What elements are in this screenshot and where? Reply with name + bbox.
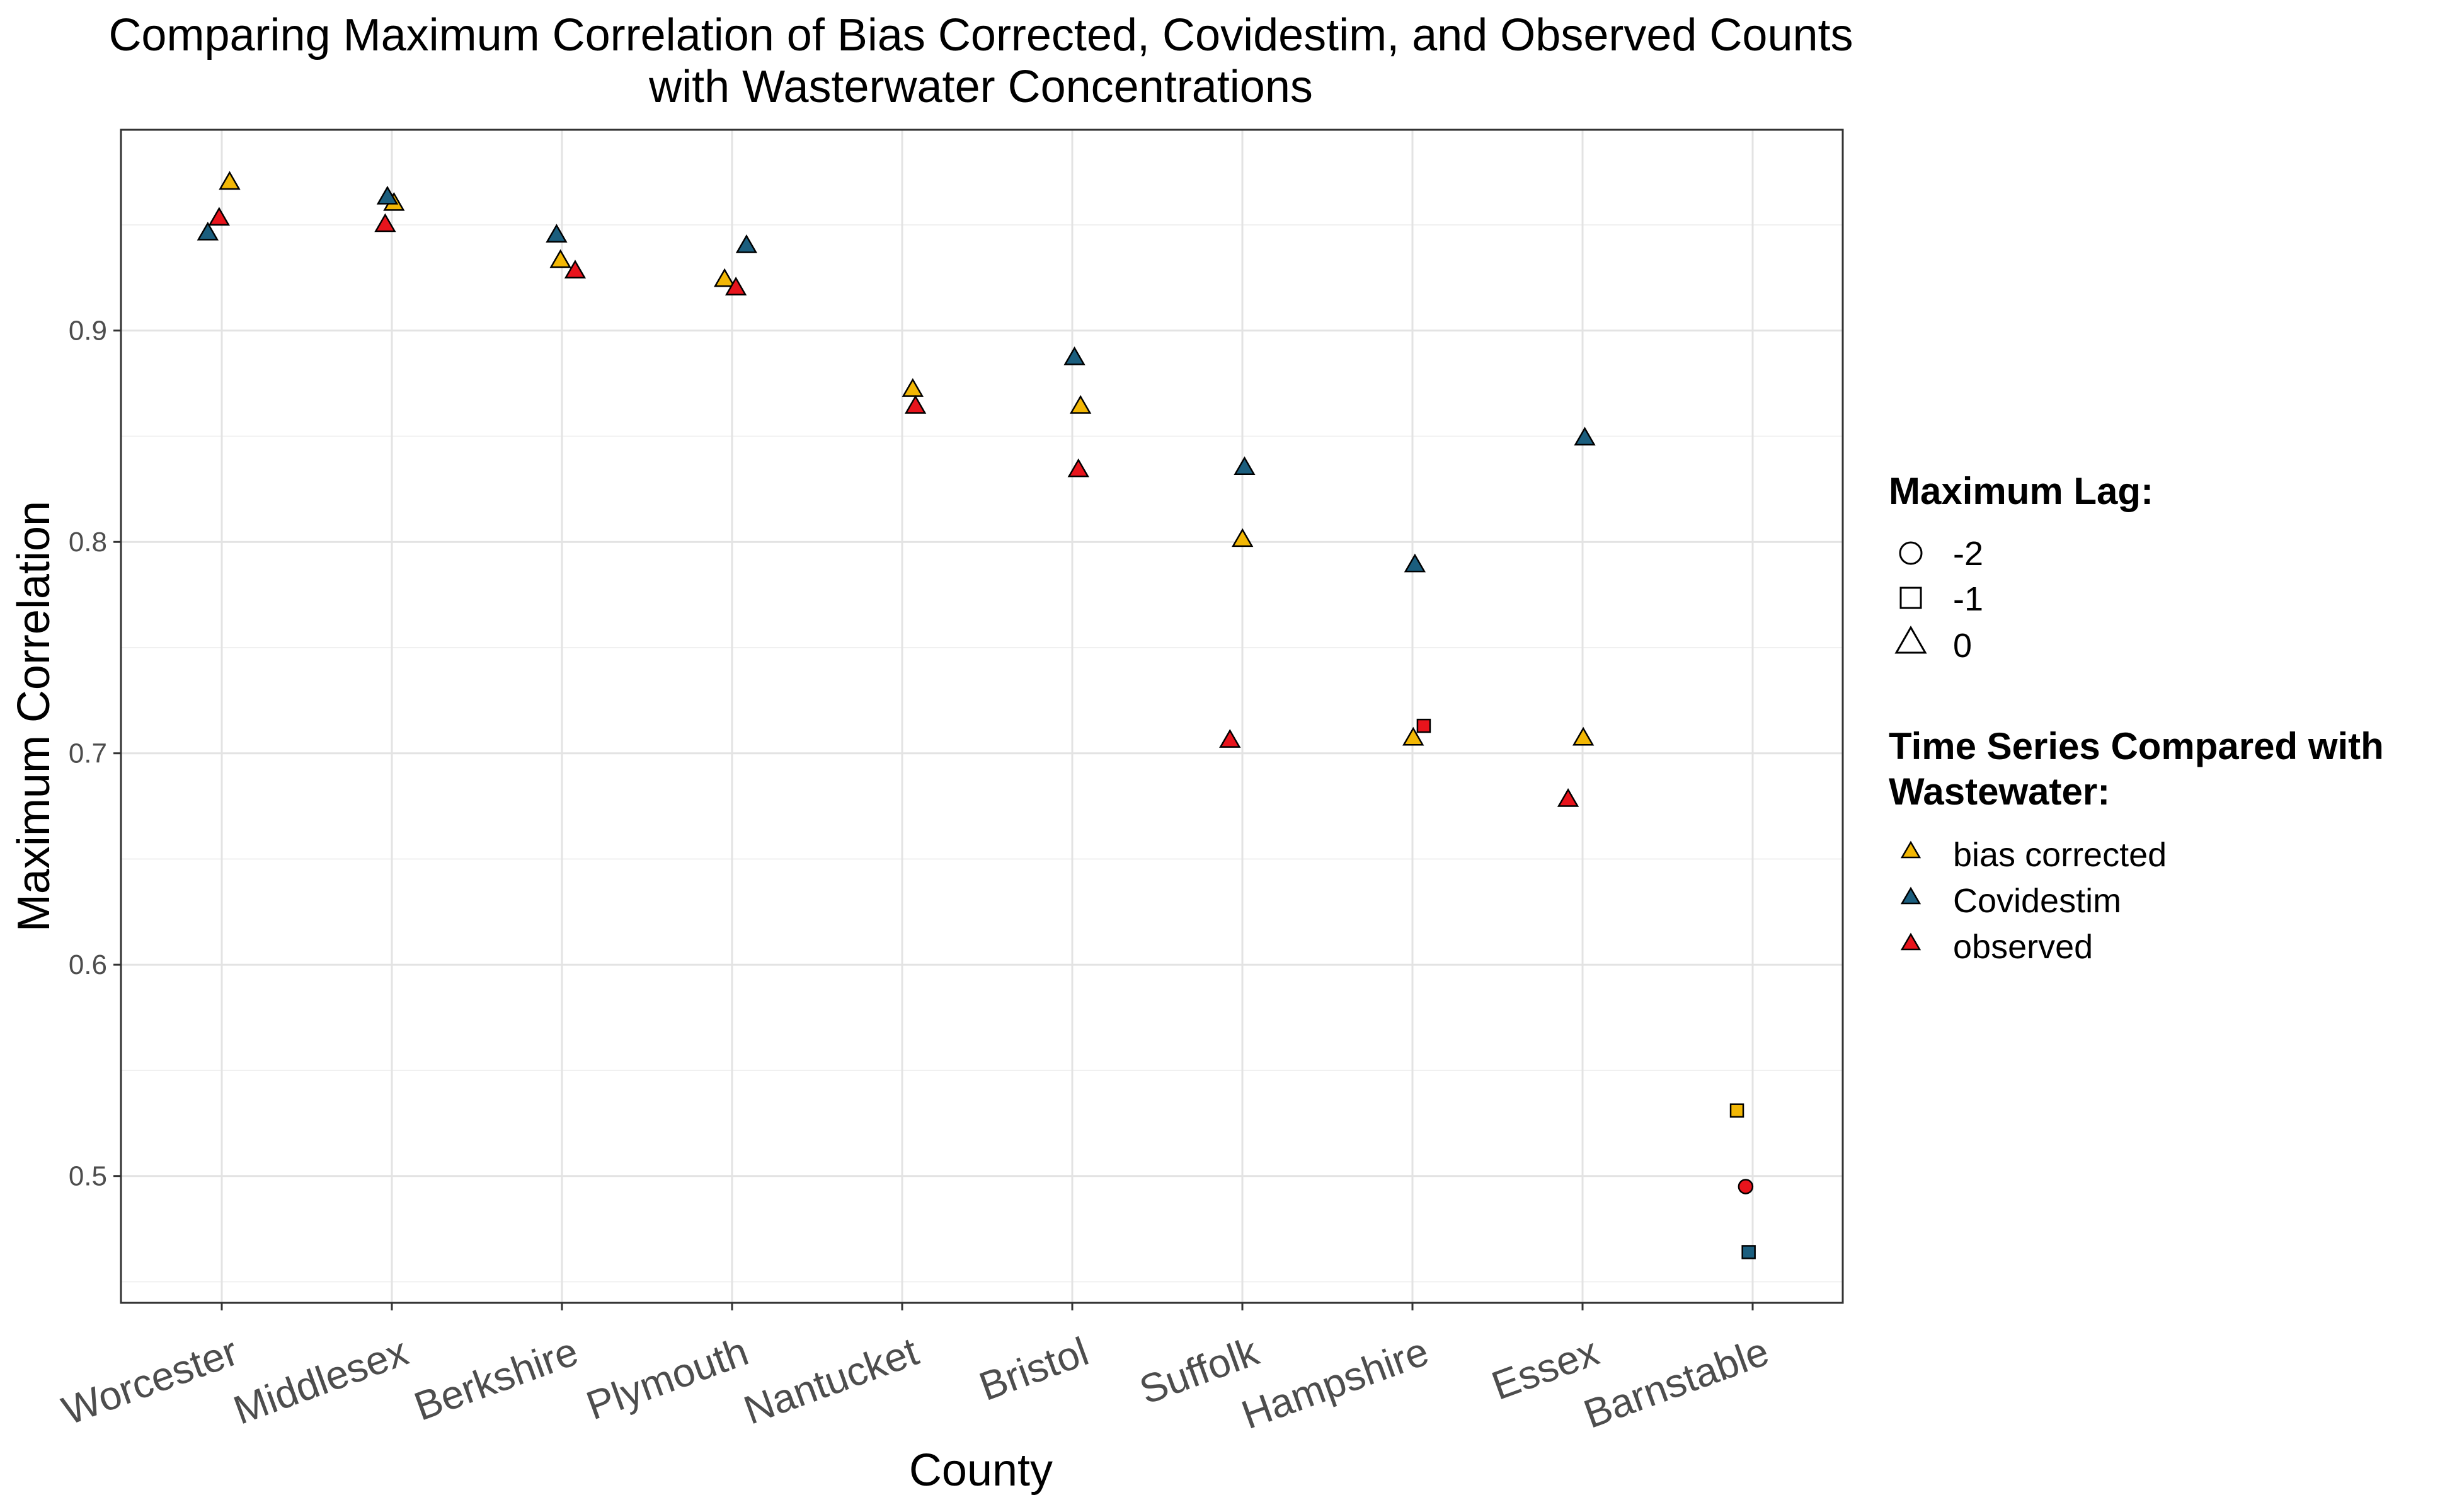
legend-lag-label: -2	[1953, 535, 1983, 573]
data-point	[1219, 729, 1241, 748]
data-point	[219, 171, 241, 190]
legend-lag-title: Maximum Lag:	[1889, 470, 2153, 512]
data-point	[1232, 528, 1254, 547]
legend-series-label: bias corrected	[1953, 836, 2167, 874]
data-point	[724, 277, 747, 295]
x-axis-title: County	[909, 1445, 1053, 1496]
grid-major	[121, 130, 1843, 1303]
data-point	[1729, 1103, 1744, 1118]
data-point	[1069, 394, 1092, 414]
legend-swatch-observed	[1900, 932, 1922, 951]
data-point	[546, 224, 568, 243]
data-point	[564, 260, 587, 279]
chart-title-line2: with Wasterwater Concentrations	[648, 62, 1313, 112]
data-point	[1063, 346, 1085, 365]
data-point	[376, 185, 399, 205]
data-points	[197, 171, 1756, 1259]
data-point	[1738, 1179, 1754, 1194]
data-point	[197, 221, 219, 241]
data-point	[208, 207, 230, 226]
data-point	[1416, 718, 1431, 733]
data-point	[1572, 726, 1595, 746]
data-point	[549, 249, 571, 268]
data-point	[713, 268, 736, 287]
y-tick-label: 0.6	[69, 949, 107, 980]
chart-title-line1: Comparing Maximum Correlation of Bias Co…	[108, 10, 1853, 60]
legend-series: Time Series Compared with Wastewater: bi…	[1889, 725, 2384, 966]
legend-lag-label: -1	[1953, 580, 1983, 618]
data-point	[1574, 427, 1596, 446]
y-tick-label: 0.8	[69, 527, 107, 558]
data-point	[1067, 458, 1089, 478]
legend-swatch-covidestim	[1900, 886, 1922, 905]
y-tick-label: 0.9	[69, 316, 107, 346]
grid-minor	[121, 224, 1843, 1283]
legend-lag: Maximum Lag: -2 -1 0	[1889, 470, 2153, 665]
data-point	[902, 378, 924, 397]
legend-series-title-line1: Time Series Compared with	[1889, 725, 2384, 767]
data-point	[1741, 1245, 1756, 1259]
legend-series-label: observed	[1953, 928, 2093, 966]
plot-panel-border	[120, 129, 1844, 1304]
legend-series-title-line2: Wastewater:	[1889, 770, 2110, 813]
legend-swatch-bias-corrected	[1900, 840, 1922, 859]
legend-lag-label: 0	[1953, 627, 1972, 665]
y-tick-label: 0.7	[69, 738, 107, 769]
y-axis: 0.5 0.6 0.7 0.8 0.9	[69, 316, 121, 1192]
legend-triangle-icon	[1894, 625, 1927, 654]
data-point	[1402, 726, 1424, 746]
data-point	[1234, 456, 1256, 476]
y-axis-title: Maximum Correlation	[9, 501, 59, 932]
y-tick-label: 0.5	[69, 1161, 107, 1192]
legend-square-icon	[1899, 587, 1922, 609]
legend-circle-icon	[1899, 541, 1923, 565]
data-point	[735, 234, 758, 253]
data-point	[1557, 788, 1579, 807]
legend-series-label: Covidestim	[1953, 882, 2121, 920]
data-point	[374, 213, 396, 232]
data-point	[904, 394, 927, 414]
data-point	[1404, 553, 1426, 573]
